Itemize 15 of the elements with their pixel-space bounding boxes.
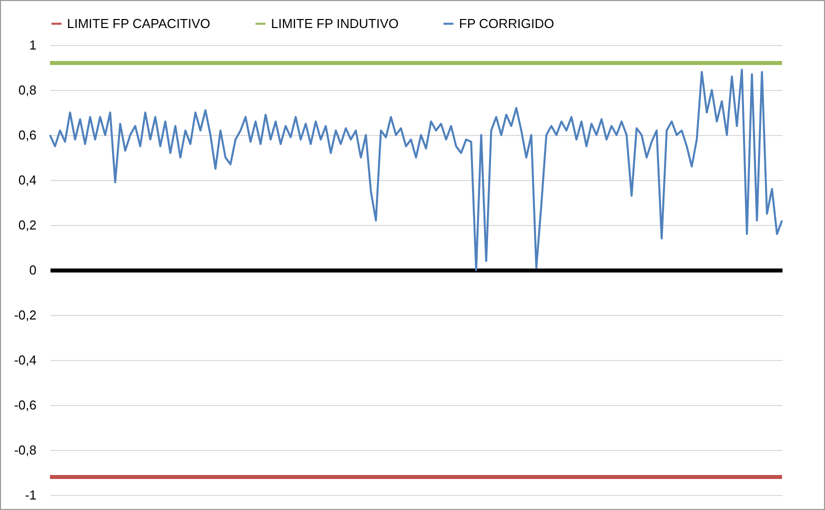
y-tick-label: 0,4: [18, 172, 36, 188]
y-tick-label: -0,8: [14, 442, 36, 458]
line-series: [49, 68, 783, 271]
y-tick-label: -0,6: [14, 398, 36, 412]
y-tick-label: 0: [29, 262, 36, 278]
y-tick-label: -1: [24, 488, 36, 502]
legend-label: FP CORRIGIDO: [459, 16, 554, 31]
y-tick-label: 0,2: [18, 218, 36, 232]
y-tick-label: 0,6: [18, 128, 36, 142]
legend-label: LIMITE FP CAPACITIVO: [67, 16, 210, 31]
y-tick-label: -0,4: [14, 352, 36, 368]
legend-label: LIMITE FP INDUTIVO: [271, 16, 399, 31]
y-tick-label: -0,2: [14, 308, 36, 322]
y-tick-label: 1: [29, 38, 36, 52]
y-tick-label: 0,8: [18, 82, 36, 98]
